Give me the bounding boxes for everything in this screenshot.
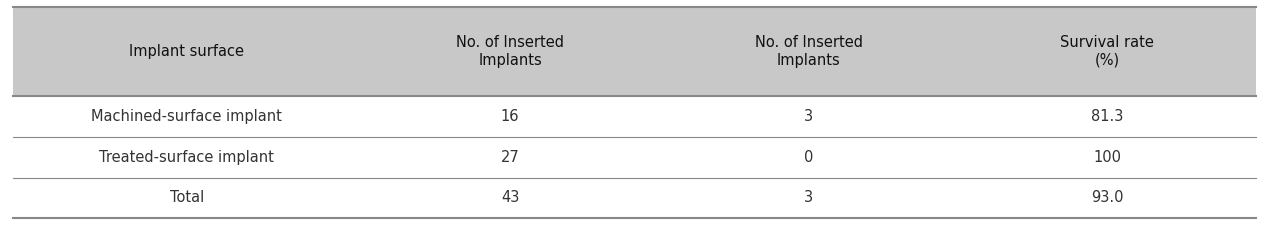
Text: 100: 100 (1093, 150, 1121, 165)
Text: 27: 27 (501, 150, 519, 165)
Text: Machined-surface implant: Machined-surface implant (91, 109, 282, 124)
Text: 81.3: 81.3 (1091, 109, 1123, 124)
Text: Implant surface: Implant surface (129, 44, 245, 59)
Text: Survival rate
(%): Survival rate (%) (1060, 35, 1154, 68)
Text: Treated-surface implant: Treated-surface implant (99, 150, 274, 165)
Text: 43: 43 (501, 190, 519, 205)
Text: 0: 0 (805, 150, 813, 165)
Text: No. of Inserted
Implants: No. of Inserted Implants (456, 35, 565, 68)
Text: 3: 3 (805, 190, 813, 205)
Text: 16: 16 (501, 109, 519, 124)
Text: Total: Total (170, 190, 204, 205)
Text: No. of Inserted
Implants: No. of Inserted Implants (755, 35, 863, 68)
Text: 93.0: 93.0 (1091, 190, 1123, 205)
Text: 3: 3 (805, 109, 813, 124)
